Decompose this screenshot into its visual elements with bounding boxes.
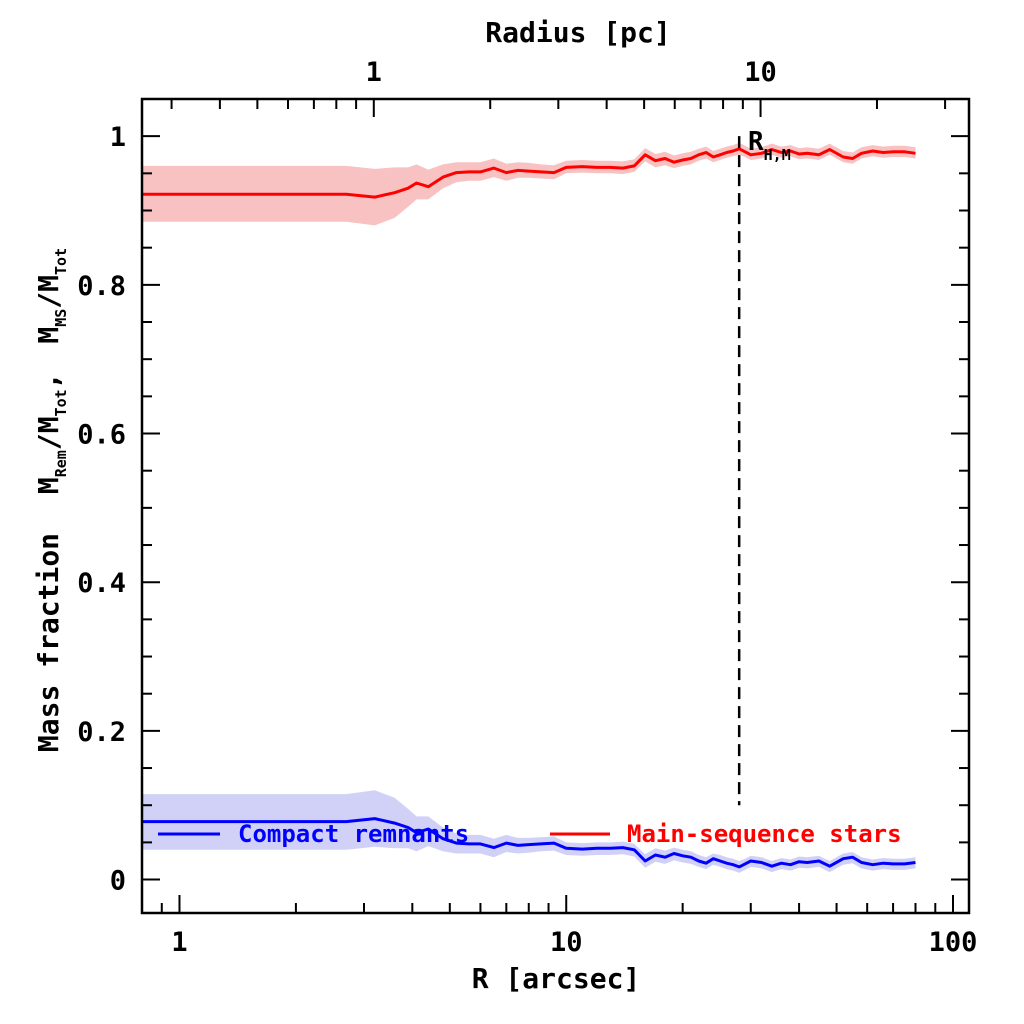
series-line-main-sequence-stars <box>142 147 916 199</box>
series-line-compact-remnants <box>142 817 916 869</box>
legend: Compact remnants Main-sequence stars <box>158 820 902 848</box>
plot-area <box>142 136 916 873</box>
x-axis-title: R [arcsec] <box>472 962 641 995</box>
series-band-main-sequence-stars <box>142 142 916 226</box>
x-tick-label: 10 <box>550 927 583 958</box>
y-tick-label: 1 <box>110 122 126 153</box>
y-axis-title: Mass fraction MRem/MTot, MMS/MTot <box>32 248 70 752</box>
y-tick-label: 0.2 <box>77 717 126 748</box>
top-tick-label: 10 <box>744 57 777 88</box>
series-band-compact-remnants <box>142 790 916 873</box>
y-tick-label: 0.8 <box>77 271 126 302</box>
plot-frame <box>140 97 971 915</box>
half-mass-radius-label: RH,M <box>748 127 791 164</box>
top-axis-title: Radius [pc] <box>485 16 670 49</box>
y-axis-title-main: Mass fraction <box>32 533 65 752</box>
y-tick-label: 0 <box>110 866 126 897</box>
legend-label-compact-remnants: Compact remnants <box>238 820 469 848</box>
x-tick-label: 1 <box>171 927 187 958</box>
x-tick-label: 100 <box>929 927 978 958</box>
top-tick-label: 1 <box>366 57 382 88</box>
y-tick-label: 0.4 <box>77 568 126 599</box>
svg-text:Mass fraction MRem/MTot,: Mass fraction MRem/MTot, MMS/MTot <box>32 248 70 752</box>
y-tick-label: 0.6 <box>77 420 126 451</box>
legend-label-main-sequence: Main-sequence stars <box>627 820 902 848</box>
